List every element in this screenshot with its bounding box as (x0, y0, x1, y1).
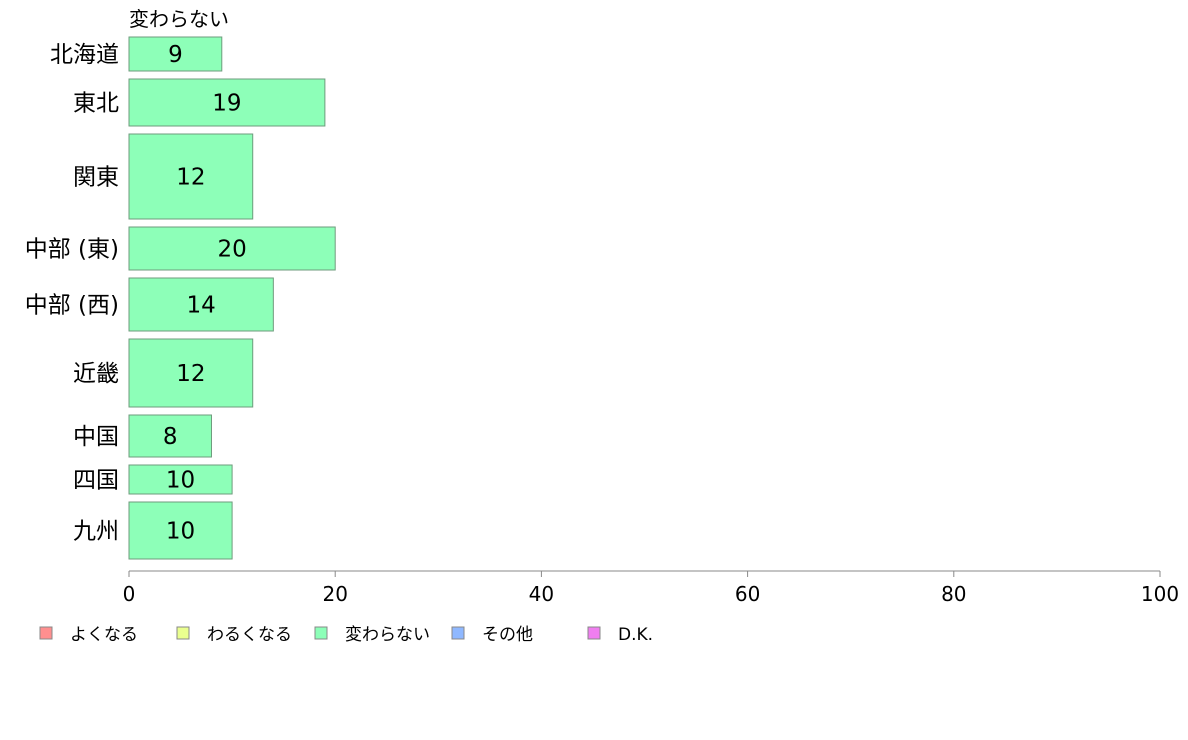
bar-group: 関東 12 (73, 133, 254, 220)
series-title: 変わらない (129, 7, 229, 31)
bar (128, 133, 254, 220)
bar-value-label: 10 (166, 519, 195, 545)
category-label: 九州 (73, 519, 119, 545)
bar (128, 78, 326, 127)
legend-label: わるくなる (207, 625, 292, 645)
legend-item: よくなる (39, 625, 138, 645)
bar-value-label: 14 (187, 293, 216, 319)
legend-label: よくなる (70, 625, 138, 645)
x-tick-label: 0 (123, 582, 136, 606)
legend-item: 変わらない (314, 625, 430, 645)
bar-group: 近畿 12 (73, 338, 254, 408)
bar (128, 338, 254, 408)
x-tick-label: 60 (735, 582, 760, 606)
x-axis: 0 20 40 60 80 100 (123, 570, 1179, 606)
bar (128, 226, 336, 271)
legend-item: わるくなる (176, 625, 292, 645)
bar-group: 東北 19 (73, 78, 326, 127)
legend-label: 変わらない (345, 625, 430, 645)
bar (128, 36, 223, 72)
bar-group: 四国 10 (73, 464, 233, 495)
category-label: 四国 (73, 468, 119, 494)
bar-value-label: 20 (217, 237, 246, 263)
bar (128, 501, 233, 560)
category-label: 中部 (西) (25, 293, 119, 319)
legend-swatch (176, 626, 190, 640)
category-label: 関東 (73, 165, 119, 191)
legend-swatch (314, 626, 328, 640)
bar-value-label: 12 (176, 361, 205, 387)
legend: よくなる わるくなる 変わらない その他 D.K. (39, 625, 653, 645)
category-label: 東北 (73, 91, 119, 117)
category-label: 中国 (73, 424, 119, 450)
legend-swatch (39, 626, 53, 640)
bar-group: 中国 8 (73, 414, 212, 458)
bar-value-label: 12 (176, 165, 205, 191)
bar-group: 北海道 9 (50, 36, 223, 72)
x-tick-label: 20 (322, 582, 347, 606)
category-label: 近畿 (73, 361, 119, 387)
legend-item: その他 (451, 625, 533, 645)
bar-value-label: 19 (212, 91, 241, 117)
category-label: 北海道 (50, 42, 119, 68)
legend-swatch (451, 626, 465, 640)
legend-label: その他 (482, 625, 533, 645)
legend-swatch (587, 626, 601, 640)
bar-value-label: 9 (168, 42, 183, 68)
bar-group: 中部 (西) 14 (25, 277, 274, 332)
bar-group: 九州 10 (73, 501, 233, 560)
bar-value-label: 10 (166, 468, 195, 494)
legend-item: D.K. (587, 625, 653, 645)
legend-label: D.K. (618, 625, 653, 645)
bar-group: 中部 (東) 20 (25, 226, 336, 271)
bar-value-label: 8 (163, 424, 178, 450)
category-label: 中部 (東) (25, 237, 119, 263)
x-tick-label: 40 (529, 582, 554, 606)
bar (128, 464, 233, 495)
bar (128, 414, 212, 458)
x-tick-label: 100 (1141, 582, 1179, 606)
x-tick-label: 80 (941, 582, 966, 606)
bar (128, 277, 274, 332)
